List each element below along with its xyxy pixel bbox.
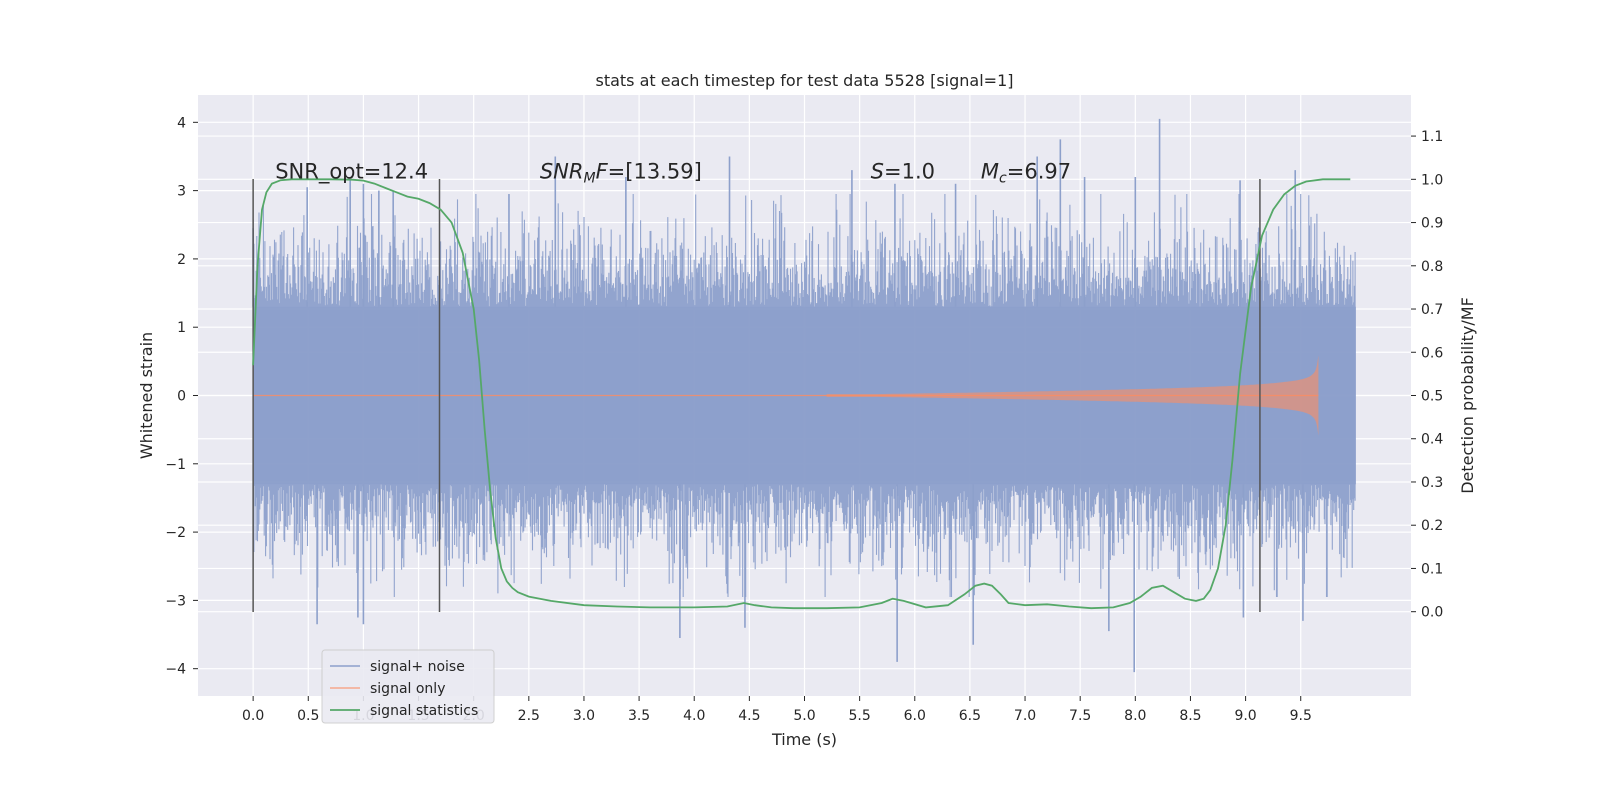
y-left-tick-label: 2 [177,252,186,268]
x-tick-label: 7.0 [1014,708,1036,724]
x-tick-label: 5.5 [849,708,871,724]
y-right-tick-label: 0.6 [1421,345,1443,361]
y-right-tick-label: 1.1 [1421,129,1443,145]
y-right-tick-label: 0.4 [1421,432,1443,448]
x-tick-label: 8.5 [1179,708,1201,724]
x-tick-label: 3.0 [573,708,595,724]
x-tick-label: 2.5 [518,708,540,724]
y-right-tick-label: 0.0 [1421,605,1443,621]
x-tick-label: 0.5 [297,708,319,724]
x-tick-label: 7.5 [1069,708,1091,724]
x-tick-label: 6.0 [904,708,926,724]
y-left-tick-label: −2 [165,525,186,541]
legend-label: signal statistics [370,703,478,719]
legend-label: signal+ noise [370,659,465,675]
chart-marks [252,118,1356,673]
legend-box [321,649,495,724]
x-tick-label: 5.0 [793,708,815,724]
y-left-tick-label: −4 [165,662,186,678]
annotation-text: Mc=6.97 [981,159,1071,186]
y-left-tick-label: −1 [165,457,186,473]
x-tick-label: 4.0 [683,708,705,724]
x-axis-label: Time (s) [771,730,837,749]
annotations: SNR_opt=12.4 SNRMF=[13.59] S=1.0 Mc=6.97 [275,159,1071,186]
legend: signal+ noise signal only signal statistic… [321,649,495,724]
y-left-tick-label: 0 [177,389,186,405]
legend-label: signal only [370,681,445,697]
y-right-axis-ticks: 0.0 0.1 0.2 0.3 0.4 0.5 0.6 0.7 0.8 0.9 1.0 1.1 [1411,129,1443,621]
y-left-tick-label: 1 [177,320,186,336]
x-tick-label: 6.5 [959,708,981,724]
y-right-axis-label: Detection probability/MF [1458,297,1477,494]
y-right-tick-label: 1.0 [1421,172,1443,188]
y-right-tick-label: 0.3 [1421,475,1443,491]
annotation-text: SNRMF=[13.59] [540,159,702,186]
y-left-tick-label: −3 [165,593,186,609]
y-right-tick-label: 0.1 [1421,561,1443,577]
x-tick-label: 9.0 [1234,708,1256,724]
x-tick-label: 4.5 [738,708,760,724]
chart-title: stats at each timestep for test data 552… [595,71,1013,90]
y-right-tick-label: 0.9 [1421,216,1443,232]
annotation-text: S=1.0 [871,159,935,183]
x-tick-label: 9.5 [1290,708,1312,724]
y-right-tick-label: 0.8 [1421,259,1443,275]
y-right-tick-label: 0.7 [1421,302,1443,318]
x-tick-label: 3.5 [628,708,650,724]
signal-statistics-line [252,178,1351,610]
y-right-tick-label: 0.5 [1421,389,1443,405]
y-left-axis-ticks: 4 3 2 1 0 −1 −2 −3 −4 [165,115,198,678]
annotation-text: SNR_opt=12.4 [275,159,428,184]
x-tick-label: 0.0 [242,708,264,724]
y-left-tick-label: 3 [177,184,186,200]
y-left-axis-label: Whitened strain [137,332,156,459]
x-tick-label: 8.0 [1124,708,1146,724]
x-axis-ticks: 0.00.51.01.52.02.53.03.54.04.55.05.56.06… [242,696,1312,724]
y-right-tick-label: 0.2 [1421,518,1443,534]
y-left-tick-label: 4 [177,115,186,131]
